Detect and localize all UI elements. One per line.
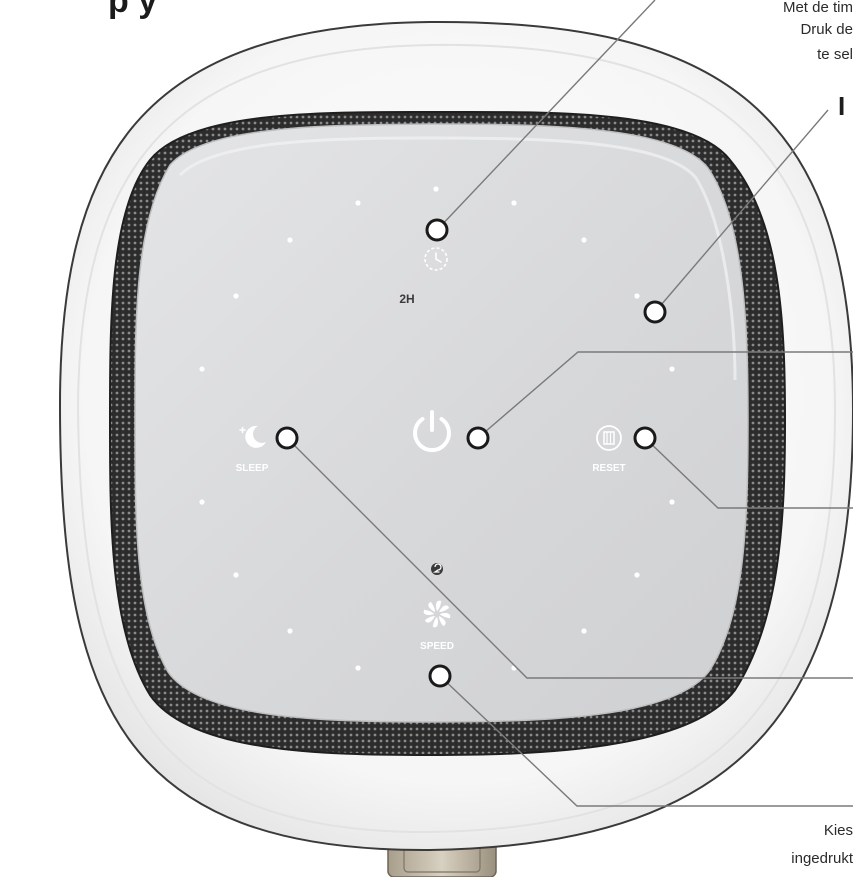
indicator-dot [233,572,239,578]
indicator-dot [199,499,205,505]
leader-line-power [477,351,853,439]
fan-blade [423,609,435,616]
indicator-dot [233,293,239,299]
indicator-dot [287,628,293,634]
marker-speed [428,664,452,688]
callout-bottom-line1: Kies [823,822,853,839]
clock-icon[interactable] [424,247,448,271]
indicator-dot [287,237,293,243]
control-panel [134,123,749,723]
callout-top-line1: Met de tim [782,0,853,16]
indicator-dot [433,186,439,192]
leader-line-sleep [286,437,853,679]
sleep-label: SLEEP [236,463,269,474]
callout-bottom-line2: ingedrukt [791,850,853,867]
leader-line-timer [436,0,656,231]
speed-level-icon [431,563,443,575]
heading-fragment: p y [108,0,157,20]
indicator-dot [581,237,587,243]
indicator-dot [199,366,205,372]
callout-heading: I [838,91,846,121]
leader-line-speed [439,675,853,807]
callout-markers [275,218,667,688]
fan-blade [428,602,435,612]
callout-top-line3: te sel [817,46,853,63]
indicator-dot [355,665,361,671]
leader-line-reset [644,437,853,509]
sleep-icon[interactable] [239,425,266,448]
speed-label: SPEED [420,641,454,652]
timer-labels: 2H [399,292,414,306]
power-icon[interactable] [413,410,451,453]
indicator-dot [355,200,361,206]
timer-label-2h[interactable]: 2H [399,292,414,306]
filter-reset-icon[interactable] [596,425,622,451]
fan-blade [435,600,442,612]
marker-power [466,426,490,450]
marker-timer [425,218,449,242]
fan-blade [425,616,435,623]
callout-top-line2: Druk de [800,21,853,38]
indicator-dot [634,293,640,299]
fan-blade [439,605,449,612]
reset-label: RESET [592,463,625,474]
fan-blade [439,612,451,619]
marker-indicator [643,300,667,324]
fan-speed-icon[interactable] [422,599,451,628]
indicator-dot [634,572,640,578]
fan-blade [432,616,439,628]
indicator-dot [581,628,587,634]
indicator-dot [669,499,675,505]
marker-reset [633,426,657,450]
indicator-dot [511,200,517,206]
marker-sleep [275,426,299,450]
fan-blade [439,616,446,626]
leader-lines [286,0,853,807]
leader-line-indicator [654,109,829,313]
indicator-dot [669,366,675,372]
